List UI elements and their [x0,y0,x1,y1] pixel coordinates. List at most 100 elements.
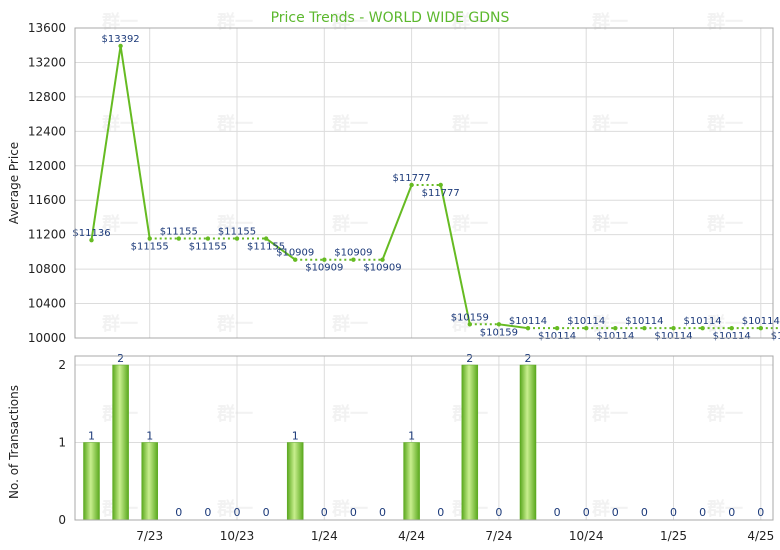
price-data-label: $11155 [131,242,169,253]
price-data-label: $10909 [363,263,401,274]
price-point [147,236,152,241]
watermark-text: 群一 [592,403,628,425]
transaction-bar [141,442,158,521]
transaction-count-label: 0 [612,506,619,519]
price-point [496,322,502,327]
price-data-label: $10114 [625,316,663,327]
price-line-segment [439,184,471,325]
x-tick-label: 7/23 [136,529,163,543]
watermark-text: 群一 [452,213,488,235]
transaction-count-label: 2 [117,352,124,365]
watermark-text: 群一 [217,403,253,425]
transaction-bar [286,442,304,521]
price-data-label: $10114 [654,331,692,342]
watermark-text: 群一 [217,498,253,520]
transaction-bar [461,364,479,521]
transaction-count-label: 1 [408,430,415,443]
watermark-text: 群一 [102,11,138,33]
x-tick-label: 10/23 [220,529,255,543]
price-tick-label: 10000 [28,331,66,345]
transaction-count-label: 0 [670,506,677,519]
price-data-label: $10909 [334,248,372,259]
transaction-count-label: 0 [641,506,648,519]
transaction-count-label: 0 [728,506,735,519]
price-tick-label: 13600 [28,21,66,35]
transactions-tick-label: 0 [58,513,66,527]
price-data-label: $10909 [305,263,343,274]
price-point [234,236,240,241]
transaction-count-label: 0 [379,506,386,519]
transaction-count-label: 2 [525,352,532,365]
price-point [380,257,385,262]
price-point [584,325,589,331]
watermark-text: 群一 [592,498,628,520]
watermark-text: 群一 [592,313,628,335]
transaction-bar [403,442,420,521]
watermark-text: 群一 [102,113,138,135]
transaction-count-label: 0 [437,506,444,519]
watermark-text: 群一 [592,11,628,33]
x-tick-label: 1/25 [660,529,687,543]
price-point [554,325,560,331]
transaction-count-label: 0 [234,506,241,519]
price-point [293,257,298,262]
price-point [758,325,763,331]
price-line-segment [119,45,151,239]
watermark-text: 群一 [217,11,253,33]
price-data-label: $11155 [218,227,256,238]
price-data-label: $10114 [538,331,576,342]
price-tick-label: 11200 [28,228,66,242]
watermark-text: 群一 [332,403,368,425]
transactions-axis-label: No. of Transactions [7,385,21,499]
price-data-label: $10909 [276,248,314,259]
watermark-text: 群一 [592,213,628,235]
transactions-tick-label: 1 [58,436,66,450]
watermark-text: 群一 [707,498,743,520]
price-point [118,43,123,49]
transaction-count-label: 1 [88,430,95,443]
x-tick-label: 1/24 [311,529,338,543]
price-point [89,237,94,243]
transaction-count-label: 0 [175,506,182,519]
price-data-label: $11155 [247,242,285,253]
x-tick-label: 4/25 [747,529,774,543]
price-data-label: $10114 [509,316,547,327]
price-tick-label: 11600 [28,193,66,207]
price-tick-label: 10400 [28,297,66,311]
chart-title: Price Trends - WORLD WIDE GDNS [271,10,510,26]
transaction-count-label: 2 [466,352,473,365]
price-plot-frame [74,27,774,339]
price-point [176,236,181,241]
price-point [700,325,705,331]
price-point [263,236,269,241]
price-data-label: $10114 [567,316,605,327]
transaction-bar [83,442,100,521]
price-line-segment [498,323,529,330]
x-tick-label: 10/24 [569,529,604,543]
watermark-text: 群一 [332,498,368,520]
watermark-text: 群一 [102,213,138,235]
price-line-segment [381,184,413,261]
transaction-count-label: 0 [583,506,590,519]
transactions-plot-frame [74,355,774,521]
price-line-segment [265,237,296,261]
watermark-text: 群一 [102,313,138,335]
transaction-count-label: 0 [321,506,328,519]
transaction-count-label: 1 [292,430,299,443]
watermark-text: 群一 [592,113,628,135]
price-data-label: $11777 [393,173,431,184]
price-data-label: $11136 [72,228,110,239]
watermark-text: 群一 [217,313,253,335]
price-line-segment [90,45,122,241]
price-point [671,325,676,331]
transaction-count-label: 0 [757,506,764,519]
watermark-text: 群一 [217,213,253,235]
price-point [409,182,414,188]
price-data-label: $11777 [422,188,460,199]
price-point [525,325,531,331]
transaction-count-label: 0 [350,506,357,519]
price-data-label: $10159 [480,327,518,338]
transaction-count-label: 0 [263,506,270,519]
transaction-bar [519,364,537,521]
